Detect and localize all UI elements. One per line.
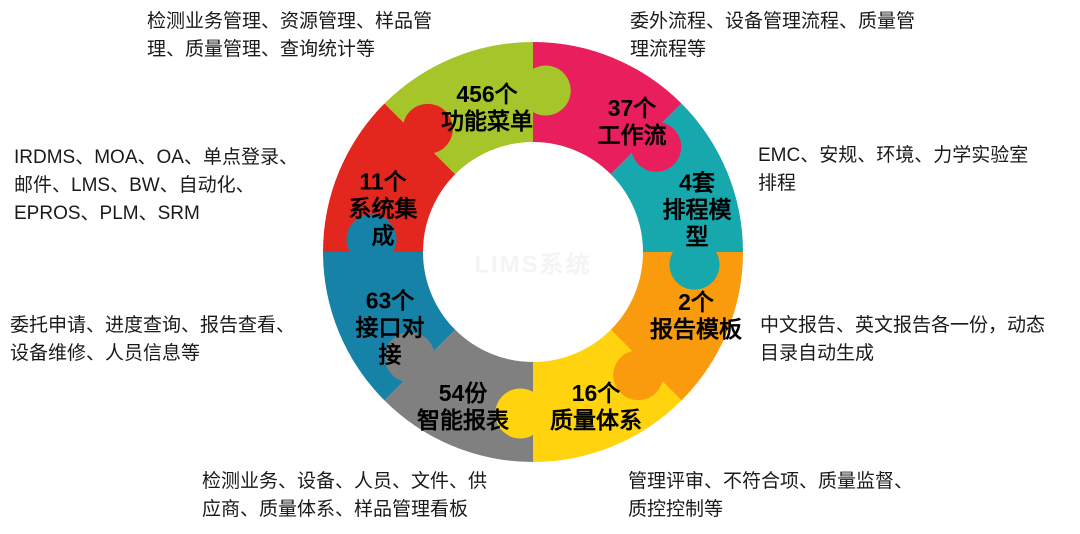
segment-interface-integration — [323, 252, 456, 401]
desc-interface-integration: 委托申请、进度查询、报告查看、 设备维修、人员信息等 — [10, 315, 296, 364]
segment-knob-workflow — [631, 121, 682, 172]
segment-knob-report-template — [613, 350, 664, 401]
segment-scheduling-model — [610, 103, 743, 253]
segment-knob-system-integration — [402, 103, 453, 154]
desc-smart-report: 检测业务、设备、人员、文件、供 应商、质量体系、样品管理看板 — [202, 471, 488, 520]
desc-report-template: 中文报告、英文报告各一份，动态 目录自动生成 — [760, 315, 1046, 364]
desc-scheduling-model: EMC、安规、环境、力学实验室 排程 — [758, 145, 1029, 194]
desc-workflow: 委外流程、设备管理流程、质量管 理流程等 — [630, 11, 916, 60]
segment-knob-scheduling-model — [669, 239, 720, 290]
desc-system-integration: IRDMS、MOA、OA、单点登录、 邮件、LMS、BW、自动化、 EPROS、… — [14, 147, 298, 224]
desc-quality-system: 管理评审、不符合项、质量监督、 质控控制等 — [628, 471, 914, 520]
segment-quality-system — [533, 329, 682, 462]
segment-knob-function-menu — [520, 65, 571, 116]
segment-knob-interface-integration — [346, 214, 397, 265]
segment-report-template — [610, 252, 743, 401]
segment-system-integration — [323, 103, 456, 253]
segment-knob-smart-report — [384, 332, 435, 383]
segment-knob-quality-system — [495, 388, 546, 439]
segment-workflow — [533, 42, 682, 175]
segment-smart-report — [384, 329, 533, 462]
segment-function-menu — [384, 42, 533, 175]
desc-function-menu: 检测业务管理、资源管理、样品管 理、质量管理、查询统计等 — [147, 11, 433, 60]
